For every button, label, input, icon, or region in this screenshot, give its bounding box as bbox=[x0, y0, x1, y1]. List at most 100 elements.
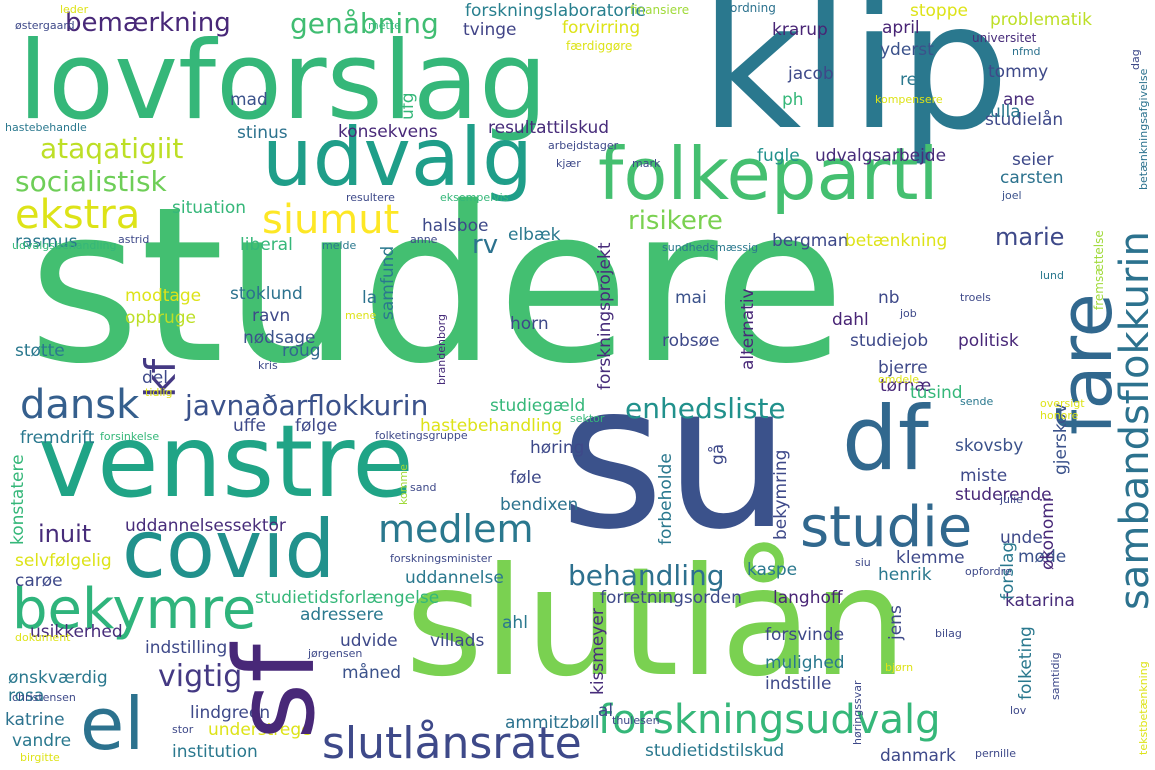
word: universitet bbox=[972, 31, 1037, 45]
word: ph bbox=[782, 90, 804, 110]
word: folketing bbox=[1016, 626, 1036, 700]
word: uddannelsessektor bbox=[125, 516, 286, 536]
word: ekstra bbox=[15, 192, 141, 238]
word: studere bbox=[28, 160, 846, 411]
word: thulesen bbox=[612, 714, 660, 727]
word: genåbning bbox=[290, 7, 439, 40]
word: stor bbox=[172, 723, 194, 736]
word: kaspe bbox=[747, 560, 798, 580]
word: bilag bbox=[935, 627, 962, 640]
word: horn bbox=[510, 314, 549, 334]
word: uddannelse bbox=[405, 568, 504, 588]
word: katarina bbox=[1005, 591, 1075, 611]
word: vigtig bbox=[158, 659, 243, 694]
word: politisk bbox=[958, 331, 1019, 351]
word: fremsættelse bbox=[1092, 230, 1106, 310]
word: al bbox=[598, 701, 614, 721]
word: joel bbox=[1002, 189, 1022, 202]
word: liberal bbox=[240, 235, 293, 255]
word: arbejdstager bbox=[548, 139, 619, 152]
word: studie bbox=[800, 495, 973, 560]
word: studietidstilskud bbox=[645, 741, 785, 761]
word: eksempelvis bbox=[440, 191, 509, 204]
word: rv bbox=[472, 230, 499, 260]
word: medlem bbox=[378, 507, 534, 551]
word: christensen bbox=[12, 691, 76, 704]
word: langhoff bbox=[773, 588, 843, 608]
word: mark bbox=[632, 157, 661, 170]
word: klemme bbox=[896, 548, 965, 568]
word: forskningslaboratorie bbox=[465, 1, 646, 21]
word: tommy bbox=[988, 62, 1049, 82]
word: roug bbox=[282, 341, 321, 361]
word: skovsby bbox=[955, 436, 1024, 456]
word: klip bbox=[700, 0, 1010, 169]
word: vandre bbox=[12, 731, 72, 751]
word: situation bbox=[172, 198, 247, 218]
word: miste bbox=[960, 466, 1008, 486]
word: konsekvens bbox=[338, 122, 438, 142]
word: carøe bbox=[15, 571, 63, 591]
word: stoklund bbox=[230, 284, 303, 304]
word: ret bbox=[900, 70, 924, 90]
word: melde bbox=[322, 239, 357, 252]
word: forskningsprojekt bbox=[595, 242, 615, 391]
word: nfmd bbox=[1012, 45, 1041, 58]
word: omdele bbox=[878, 373, 920, 386]
word: betænkning bbox=[845, 231, 948, 251]
word: komme bbox=[397, 464, 410, 505]
word: birgitte bbox=[20, 751, 60, 764]
word: april bbox=[882, 18, 920, 38]
word: forsinkelse bbox=[100, 430, 160, 443]
word: brandenborg bbox=[435, 314, 448, 385]
word: samfund bbox=[378, 245, 398, 320]
word: økonomi bbox=[1038, 497, 1058, 571]
word: job bbox=[900, 307, 917, 320]
word: studielån bbox=[985, 110, 1064, 130]
word: udvalg bbox=[262, 111, 533, 204]
word: bekymre bbox=[12, 577, 257, 642]
word: covid bbox=[122, 503, 336, 596]
word: leder bbox=[60, 3, 89, 16]
word: dokument bbox=[15, 631, 71, 644]
word: katrine bbox=[5, 710, 65, 730]
word: følge bbox=[295, 416, 338, 436]
word: tekstbetænkning bbox=[1137, 661, 1150, 755]
word: nb bbox=[878, 288, 900, 308]
word: studiejob bbox=[850, 331, 929, 351]
word: mai bbox=[675, 288, 707, 308]
word: halsboe bbox=[422, 216, 489, 236]
word: ulla bbox=[990, 102, 1021, 122]
word: sende bbox=[960, 395, 994, 408]
word: fremdrift bbox=[20, 428, 95, 448]
word: honore bbox=[1040, 409, 1079, 422]
word: rosa bbox=[8, 686, 45, 706]
word: problematik bbox=[990, 10, 1092, 30]
word: ane bbox=[1003, 90, 1035, 110]
word: julie bbox=[1000, 493, 1023, 506]
word: opbruge bbox=[125, 308, 196, 328]
word: mene bbox=[345, 309, 377, 322]
word: lund bbox=[1040, 269, 1064, 282]
word: venstre bbox=[38, 403, 414, 520]
word: opfordre bbox=[965, 565, 1012, 578]
word: uffe bbox=[233, 416, 266, 436]
word: tvinge bbox=[463, 20, 517, 40]
word: finansiere bbox=[630, 3, 690, 17]
word: folketingsgruppe bbox=[375, 429, 468, 442]
word: siumut bbox=[262, 197, 400, 243]
word: ønskværdig bbox=[8, 668, 108, 688]
word: forbeholde bbox=[656, 453, 676, 545]
word: marie bbox=[995, 223, 1065, 251]
word: sundhedsmæssig bbox=[662, 241, 759, 254]
word: behandling bbox=[568, 559, 725, 592]
word: seier bbox=[1012, 150, 1054, 170]
word: kris bbox=[258, 359, 278, 372]
word: udvalgsarbejde bbox=[815, 146, 947, 166]
word: mulighed bbox=[765, 653, 845, 673]
word: resultere bbox=[346, 191, 395, 204]
word: unde bbox=[1000, 528, 1043, 548]
word: kissmeyer bbox=[588, 608, 608, 695]
word: gå bbox=[708, 443, 728, 465]
word: resultattilskud bbox=[488, 118, 610, 138]
